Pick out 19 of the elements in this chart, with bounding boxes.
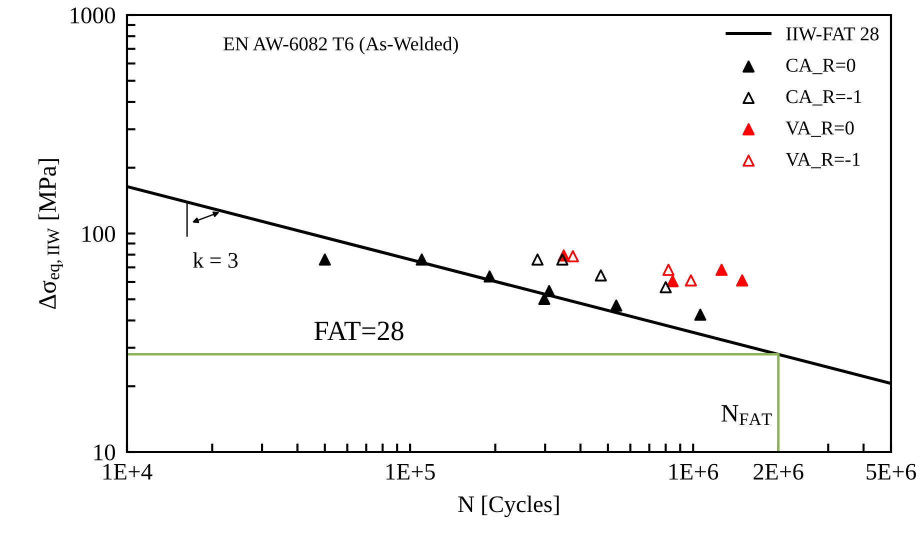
annotation: FAT=28 [314,322,404,340]
legend-label: CA_R=-1 [786,90,862,106]
y-tick-label: 1000 [70,7,115,24]
legend-label: VA_R=-1 [786,152,860,168]
x-tick-label: 1E+4 [103,464,152,480]
legend-label: IIW-FAT 28 [786,27,879,41]
x-axis-title: N [Cycles] [458,496,559,518]
legend-label: VA_R=0 [786,121,854,137]
x-tick-label: 2E+6 [754,464,804,480]
annotation: N$_{FAT}$ [722,405,772,425]
x-tick-label: 1E+5 [386,464,435,480]
legend-label: CA_R=0 [786,58,856,74]
x-tick-label: 5E+6 [866,464,916,480]
y-tick-label: 100 [82,226,115,242]
x-tick-label: 1E+6 [670,464,718,480]
annotation: k = 3 [193,252,238,268]
text: EN AW-6082 T6 (As-Welded) [224,36,458,54]
y-axis-title: Δσ$_{eq,IIW}$ [MPa] [38,159,63,309]
y-tick-label: 10 [94,444,115,460]
